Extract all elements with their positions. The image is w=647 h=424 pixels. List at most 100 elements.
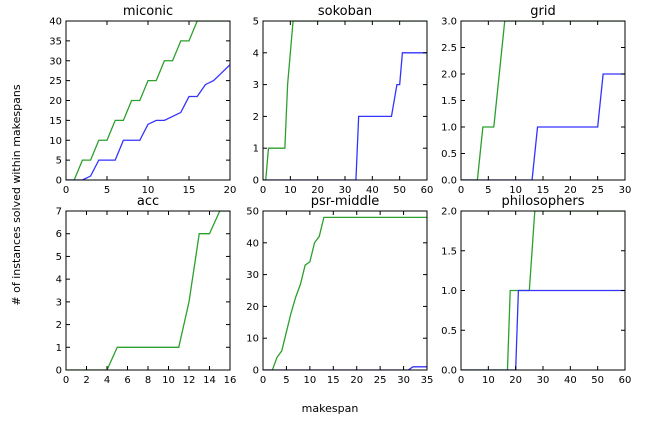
y-tick-label: 0.0 bbox=[441, 176, 457, 187]
series-line-1 bbox=[461, 21, 625, 180]
y-tick-label: 30 bbox=[246, 270, 259, 281]
y-tick-label: 0.0 bbox=[441, 366, 457, 377]
panel-grid: 0 5 10 15 20 25 30 0.0 0.5 1.0 1.5 2.0 2.5 3.0 grid bbox=[441, 4, 631, 196]
x-tick-label: 35 bbox=[421, 375, 434, 386]
y-tick-label: 0 bbox=[253, 366, 259, 377]
x-tick-label: 6 bbox=[124, 375, 130, 386]
y-tick-label: 0 bbox=[56, 176, 62, 187]
series-line-1 bbox=[263, 216, 427, 370]
y-tick-label: 6 bbox=[56, 229, 62, 240]
y-tick-label: 1.5 bbox=[441, 246, 457, 257]
y-tick-label: 3 bbox=[56, 297, 62, 308]
x-tick-label: 10 bbox=[162, 375, 175, 386]
series-line-2 bbox=[461, 73, 625, 180]
x-tick-label: 20 bbox=[311, 185, 324, 196]
series-line-2 bbox=[263, 52, 427, 180]
y-tick-label: 1.0 bbox=[441, 123, 457, 134]
y-tick-label: 2 bbox=[56, 320, 62, 331]
series-line-2 bbox=[461, 289, 625, 370]
x-tick-label: 20 bbox=[509, 375, 522, 386]
y-tick-label: 3.0 bbox=[441, 17, 457, 28]
y-tick-label: 0 bbox=[253, 176, 259, 187]
panel-psr-middle: 0 5 10 15 20 25 30 35 0 10 20 30 40 50 psr-middle bbox=[246, 194, 433, 386]
y-tick-label: 5 bbox=[56, 252, 62, 263]
y-tick-label: 10 bbox=[49, 136, 62, 147]
x-tick-label: 10 bbox=[284, 185, 297, 196]
x-tick-label: 30 bbox=[397, 375, 410, 386]
y-tick-label: 3 bbox=[253, 80, 259, 91]
x-tick-label: 0 bbox=[458, 185, 464, 196]
x-tick-label: 20 bbox=[224, 185, 237, 196]
y-tick-label: 40 bbox=[246, 238, 259, 249]
axes-frame bbox=[65, 20, 231, 181]
axes-frame bbox=[262, 210, 428, 371]
series-line-1 bbox=[66, 211, 230, 370]
y-tick-label: 1 bbox=[253, 144, 259, 155]
panel-philosophers: 0 10 20 30 40 50 60 0.0 0.5 1.0 1.5 2.0 philosophers bbox=[441, 194, 631, 386]
x-tick-label: 0 bbox=[63, 185, 69, 196]
y-tick-label: 0.5 bbox=[441, 149, 457, 160]
x-tick-label: 50 bbox=[591, 375, 604, 386]
x-tick-label: 0 bbox=[260, 375, 266, 386]
y-tick-label: 2.5 bbox=[441, 43, 457, 54]
panel-miconic: 0 5 10 15 20 0 5 10 15 20 25 30 35 40 miconic bbox=[49, 4, 236, 196]
series-line-2 bbox=[263, 366, 427, 370]
y-tick-label: 0.5 bbox=[441, 326, 457, 337]
y-tick-label: 35 bbox=[49, 36, 62, 47]
x-tick-label: 0 bbox=[260, 185, 266, 196]
panel-title: philosophers bbox=[501, 194, 584, 209]
x-tick-label: 10 bbox=[482, 375, 495, 386]
panel-sokoban: 0 10 20 30 40 50 60 0 1 2 3 4 5 sokoban bbox=[253, 4, 434, 196]
x-tick-label: 2 bbox=[83, 375, 89, 386]
x-tick-label: 25 bbox=[374, 375, 387, 386]
y-tick-label: 5 bbox=[56, 156, 62, 167]
y-tick-label: 7 bbox=[56, 207, 62, 218]
x-tick-label: 30 bbox=[537, 375, 550, 386]
x-tick-label: 5 bbox=[104, 185, 110, 196]
x-tick-label: 40 bbox=[366, 185, 379, 196]
x-tick-label: 12 bbox=[183, 375, 196, 386]
x-tick-label: 40 bbox=[564, 375, 577, 386]
y-tick-label: 15 bbox=[49, 116, 62, 127]
x-tick-label: 30 bbox=[339, 185, 352, 196]
panel-title: acc bbox=[137, 194, 159, 209]
y-tick-label: 40 bbox=[49, 17, 62, 28]
x-tick-label: 14 bbox=[203, 375, 216, 386]
panel-title: grid bbox=[530, 4, 555, 19]
panel-title: psr-middle bbox=[311, 194, 380, 209]
x-axis-label: makespan bbox=[302, 402, 359, 415]
x-tick-label: 25 bbox=[591, 185, 604, 196]
x-tick-label: 0 bbox=[458, 375, 464, 386]
x-tick-label: 15 bbox=[327, 375, 340, 386]
y-tick-label: 20 bbox=[49, 96, 62, 107]
x-tick-label: 20 bbox=[350, 375, 363, 386]
y-tick-label: 50 bbox=[246, 207, 259, 218]
x-tick-label: 10 bbox=[142, 185, 155, 196]
x-tick-label: 8 bbox=[145, 375, 151, 386]
x-tick-label: 10 bbox=[509, 185, 522, 196]
x-tick-label: 15 bbox=[537, 185, 550, 196]
y-tick-label: 2.0 bbox=[441, 207, 457, 218]
x-tick-label: 0 bbox=[63, 375, 69, 386]
x-tick-label: 30 bbox=[619, 185, 632, 196]
y-tick-label: 2 bbox=[253, 112, 259, 123]
series-line-1 bbox=[66, 21, 230, 180]
y-tick-label: 5 bbox=[253, 17, 259, 28]
x-tick-label: 10 bbox=[303, 375, 316, 386]
y-tick-label: 20 bbox=[246, 302, 259, 313]
y-axis-label: # of instances solved within makespans bbox=[10, 84, 23, 305]
y-tick-label: 1.5 bbox=[441, 96, 457, 107]
panel-title: sokoban bbox=[318, 4, 372, 19]
x-tick-label: 5 bbox=[283, 375, 289, 386]
x-tick-label: 20 bbox=[564, 185, 577, 196]
x-tick-label: 5 bbox=[485, 185, 491, 196]
x-tick-label: 16 bbox=[224, 375, 237, 386]
y-tick-label: 30 bbox=[49, 56, 62, 67]
panel-title: miconic bbox=[123, 4, 173, 19]
y-tick-label: 1.0 bbox=[441, 286, 457, 297]
axes-frame bbox=[65, 210, 231, 371]
y-tick-label: 10 bbox=[246, 334, 259, 345]
y-tick-label: 2.0 bbox=[441, 70, 457, 81]
x-tick-label: 50 bbox=[393, 185, 406, 196]
